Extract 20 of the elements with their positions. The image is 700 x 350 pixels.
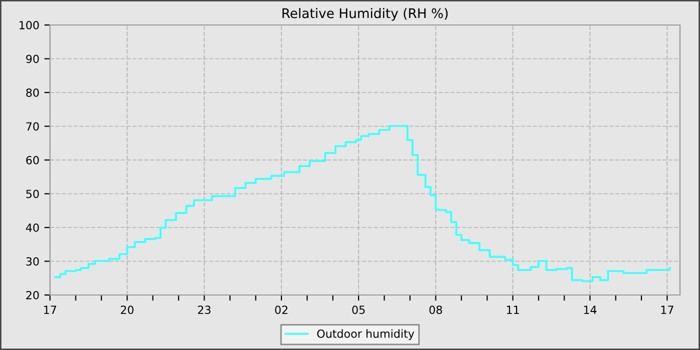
x-tick-label: 17 [661,306,674,314]
x-tick-label: 11 [507,306,519,314]
x-tick-label: 08 [429,306,442,314]
x-tick-label: 14 [584,306,596,314]
x-tick-label: 23 [198,306,210,314]
y-tick-label: 20 [26,290,39,300]
chart-title: Relative Humidity (RH %) [282,8,448,21]
y-tick-label: 70 [26,122,39,131]
y-tick-label: 100 [20,20,39,30]
x-tick-label: 20 [120,306,134,314]
y-tick-label: 90 [26,54,39,64]
x-tick-label: 17 [44,306,56,314]
y-tick-label: 30 [26,257,39,266]
y-tick-label: 40 [26,223,39,232]
legend-label: Outdoor humidity [317,329,414,340]
y-tick-label: 50 [26,190,39,198]
x-tick-label: 05 [352,306,365,314]
x-tick-label: 02 [275,306,288,314]
y-tick-label: 80 [26,88,39,97]
y-tick-label: 60 [26,156,39,164]
